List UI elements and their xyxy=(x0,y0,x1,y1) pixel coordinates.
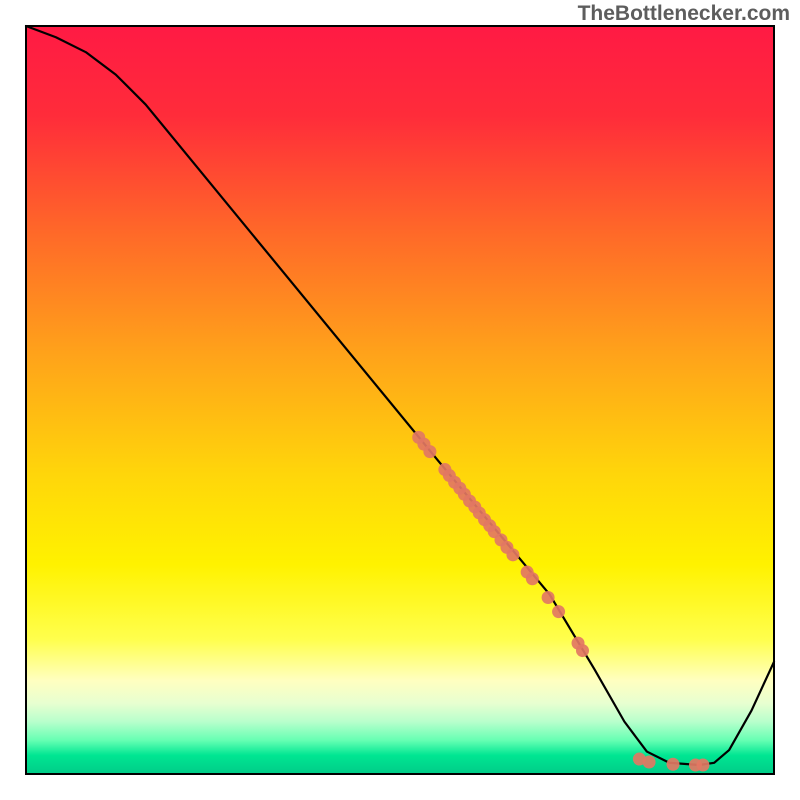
attribution-text: TheBottlenecker.com xyxy=(578,2,790,26)
data-point xyxy=(696,759,709,772)
data-point xyxy=(667,758,680,771)
data-point xyxy=(552,605,565,618)
data-point xyxy=(576,644,589,657)
bottleneck-chart xyxy=(0,0,800,800)
chart-container: TheBottlenecker.com xyxy=(0,0,800,800)
data-point xyxy=(423,445,436,458)
data-point xyxy=(526,572,539,585)
data-point xyxy=(542,591,555,604)
data-point xyxy=(506,548,519,561)
data-point xyxy=(643,756,656,769)
gradient-background xyxy=(26,26,774,774)
